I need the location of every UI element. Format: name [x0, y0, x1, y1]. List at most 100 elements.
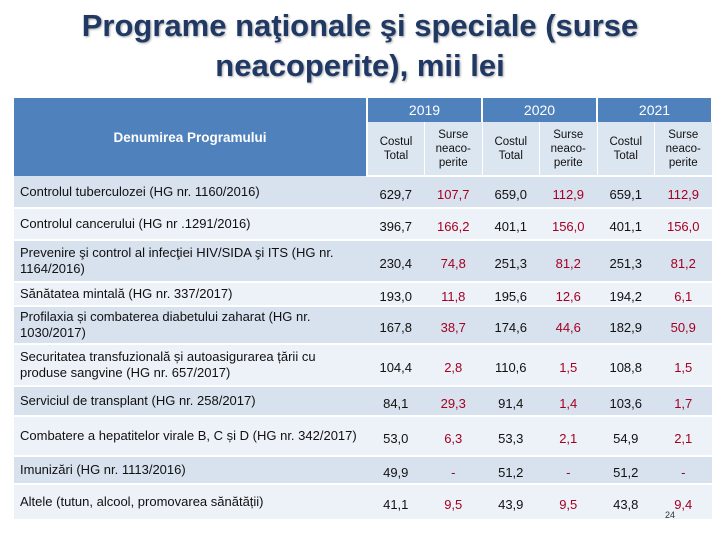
program-name-cell: Serviciul de transplant (HG nr. 258/2017… [14, 386, 367, 417]
cost-total-value-cell: 659,0 [482, 176, 540, 209]
cost-total-value-cell: 110,6 [482, 344, 540, 387]
uncovered-value-cell: 2,8 [424, 344, 482, 387]
cost-total-value-cell: 251,3 [597, 240, 655, 283]
cost-total-value-cell: 104,4 [367, 344, 425, 387]
program-name-cell: Controlul cancerului (HG nr .1291/2016) [14, 208, 367, 241]
cost-total-value-cell: 43,9 [482, 484, 540, 521]
cost-total-value-cell: 51,2 [597, 456, 655, 485]
subheader-text: Surse [553, 128, 584, 141]
cost-total-value-cell: 195,6 [482, 282, 540, 307]
subheader-cost-total: Costul Total [367, 122, 425, 177]
uncovered-value-cell: - [424, 456, 482, 485]
slide-title-line-2: neacoperite), mii lei [215, 48, 505, 83]
uncovered-value-cell: 2,1 [539, 416, 597, 457]
cost-total-value-cell: 659,1 [597, 176, 655, 209]
uncovered-value-cell: 1,4 [539, 386, 597, 417]
cost-total-value-cell: 54,9 [597, 416, 655, 457]
uncovered-value-cell: 112,9 [654, 176, 712, 209]
table-row: Securitatea transfuzională și autoasigur… [14, 344, 712, 387]
cost-total-value-cell: 41,1 [367, 484, 425, 521]
table-row: Altele (tutun, alcool, promovarea sănătă… [14, 484, 712, 521]
program-name-cell: Securitatea transfuzională și autoasigur… [14, 344, 367, 387]
cost-total-value-cell: 629,7 [367, 176, 425, 209]
programs-table: Denumirea Programului 2019 2020 2021 Cos… [14, 98, 713, 521]
subheader-text: neaco- [435, 142, 471, 155]
subheader-text: Costul [609, 135, 643, 148]
cost-total-value-cell: 174,6 [482, 306, 540, 345]
uncovered-value-cell: 1,5 [654, 344, 712, 387]
table-row: Prevenire şi control al infecţiei HIV/SI… [14, 240, 712, 283]
subheader-text: neaco- [665, 142, 701, 155]
column-header-year-2020: 2020 [482, 98, 598, 122]
table-row: Serviciul de transplant (HG nr. 258/2017… [14, 386, 712, 417]
slide-title-line-1: Programe naţionale şi speciale (surse [81, 8, 639, 43]
header-row-years: Denumirea Programului 2019 2020 2021 [14, 98, 713, 176]
column-header-year-2019: 2019 [367, 98, 483, 122]
cost-total-value-cell: 182,9 [597, 306, 655, 345]
uncovered-value-cell: 81,2 [539, 240, 597, 283]
cost-total-value-cell: 167,8 [367, 306, 425, 345]
subheader-uncovered: Surse neaco-perite [424, 122, 483, 177]
cost-total-value-cell: 53,3 [482, 416, 540, 457]
uncovered-value-cell: 74,8 [424, 240, 482, 283]
table-row: Imunizări (HG nr. 1113/2016) 49,9-51,2-51… [14, 456, 712, 485]
program-name-cell: Profilaxia și combaterea diabetului zaha… [14, 306, 367, 345]
uncovered-value-cell: 6,3 [424, 416, 482, 457]
uncovered-value-cell: 107,7 [424, 176, 482, 209]
program-name-cell: Prevenire şi control al infecţiei HIV/SI… [14, 240, 367, 283]
table-row: Profilaxia și combaterea diabetului zaha… [14, 306, 712, 345]
cost-total-value-cell: 49,9 [367, 456, 425, 485]
header-row-subcolumns: Costul Total Surse neaco-perite Costul Tota… [14, 122, 713, 177]
cost-total-value-cell: 193,0 [367, 282, 425, 307]
subheader-text: Costul [494, 135, 528, 148]
uncovered-value-cell: 9,5 [424, 484, 482, 521]
uncovered-value-cell: 11,8 [424, 282, 482, 307]
program-name-cell: Imunizări (HG nr. 1113/2016) [14, 456, 367, 485]
uncovered-value-cell: 9,4 [654, 484, 712, 521]
program-name-cell: Controlul tuberculozei (HG nr. 1160/2016… [14, 176, 367, 209]
uncovered-value-cell: 38,7 [424, 306, 482, 345]
subheader-text: Total [383, 149, 409, 162]
subheader-cost-total: Costul Total [597, 122, 655, 177]
cost-total-value-cell: 43,8 [597, 484, 655, 521]
program-name-cell: Combatere a hepatitelor virale B, C și D… [14, 416, 367, 457]
subheader-text: Surse [438, 128, 469, 141]
uncovered-value-cell: 2,1 [654, 416, 712, 457]
cost-total-value-cell: 84,1 [367, 386, 425, 417]
subheader-uncovered: Surse neaco-perite [654, 122, 713, 177]
uncovered-value-cell: 166,2 [424, 208, 482, 241]
table-row: Controlul cancerului (HG nr .1291/2016) 3… [14, 208, 712, 241]
uncovered-value-cell: 12,6 [539, 282, 597, 307]
cost-total-value-cell: 103,6 [597, 386, 655, 417]
uncovered-value-cell: - [539, 456, 597, 485]
table-row: Combatere a hepatitelor virale B, C și D… [14, 416, 712, 457]
column-header-program: Denumirea Programului [14, 98, 368, 176]
table-row: Sănătatea mintală (HG nr. 337/2017) 193,0… [14, 282, 712, 307]
uncovered-value-cell: - [654, 456, 712, 485]
uncovered-value-cell: 156,0 [654, 208, 712, 241]
subheader-text: neaco- [550, 142, 586, 155]
uncovered-value-cell: 112,9 [539, 176, 597, 209]
cost-total-value-cell: 401,1 [597, 208, 655, 241]
uncovered-value-cell: 50,9 [654, 306, 712, 345]
column-header-year-2021: 2021 [597, 98, 713, 122]
page-number: 24 [665, 510, 676, 520]
subheader-text: perite [553, 156, 583, 169]
cost-total-value-cell: 53,0 [367, 416, 425, 457]
uncovered-value-cell: 156,0 [539, 208, 597, 241]
subheader-text: perite [668, 156, 698, 169]
uncovered-value-cell: 29,3 [424, 386, 482, 417]
subheader-text: Total [613, 149, 638, 162]
cost-total-value-cell: 401,1 [482, 208, 540, 241]
program-name-cell: Sănătatea mintală (HG nr. 337/2017) [14, 282, 367, 307]
uncovered-value-cell: 1,7 [654, 386, 712, 417]
slide-title: Programe naţionale şi speciale (surse ne… [0, 6, 720, 86]
uncovered-value-cell: 1,5 [539, 344, 597, 387]
subheader-text: perite [438, 156, 468, 169]
cost-total-value-cell: 396,7 [367, 208, 425, 241]
subheader-text: Total [498, 149, 523, 162]
subheader-uncovered: Surse neaco-perite [539, 122, 598, 177]
table-body: Controlul tuberculozei (HG nr. 1160/2016… [14, 176, 712, 521]
table-row: Controlul tuberculozei (HG nr. 1160/2016… [14, 176, 712, 209]
subheader-cost-total: Costul Total [482, 122, 540, 177]
